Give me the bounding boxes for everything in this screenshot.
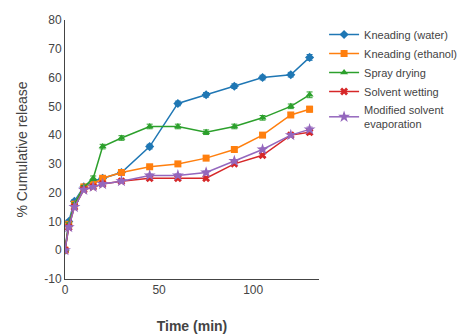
svg-text:Kneading (ethanol): Kneading (ethanol) — [364, 48, 457, 60]
svg-text:-10: -10 — [44, 272, 62, 286]
svg-text:Modified solventevaporation: Modified solventevaporation — [364, 104, 444, 130]
svg-text:0: 0 — [62, 283, 69, 297]
svg-text:30: 30 — [48, 157, 62, 171]
svg-text:80: 80 — [48, 13, 62, 27]
svg-text:20: 20 — [48, 186, 62, 200]
svg-text:60: 60 — [48, 71, 62, 85]
svg-text:100: 100 — [243, 283, 263, 297]
svg-text:0: 0 — [55, 243, 62, 257]
svg-text:70: 70 — [48, 42, 62, 56]
svg-text:50: 50 — [48, 100, 62, 114]
svg-text:40: 40 — [48, 128, 62, 142]
svg-text:Spray drying: Spray drying — [364, 67, 426, 79]
svg-text:Solvent wetting: Solvent wetting — [364, 86, 439, 98]
svg-text:50: 50 — [152, 283, 166, 297]
svg-text:10: 10 — [48, 215, 62, 229]
svg-text:Time (min): Time (min) — [157, 318, 228, 334]
svg-text:% Cumulative release: % Cumulative release — [14, 81, 30, 217]
svg-text:Kneading (water): Kneading (water) — [364, 29, 448, 41]
